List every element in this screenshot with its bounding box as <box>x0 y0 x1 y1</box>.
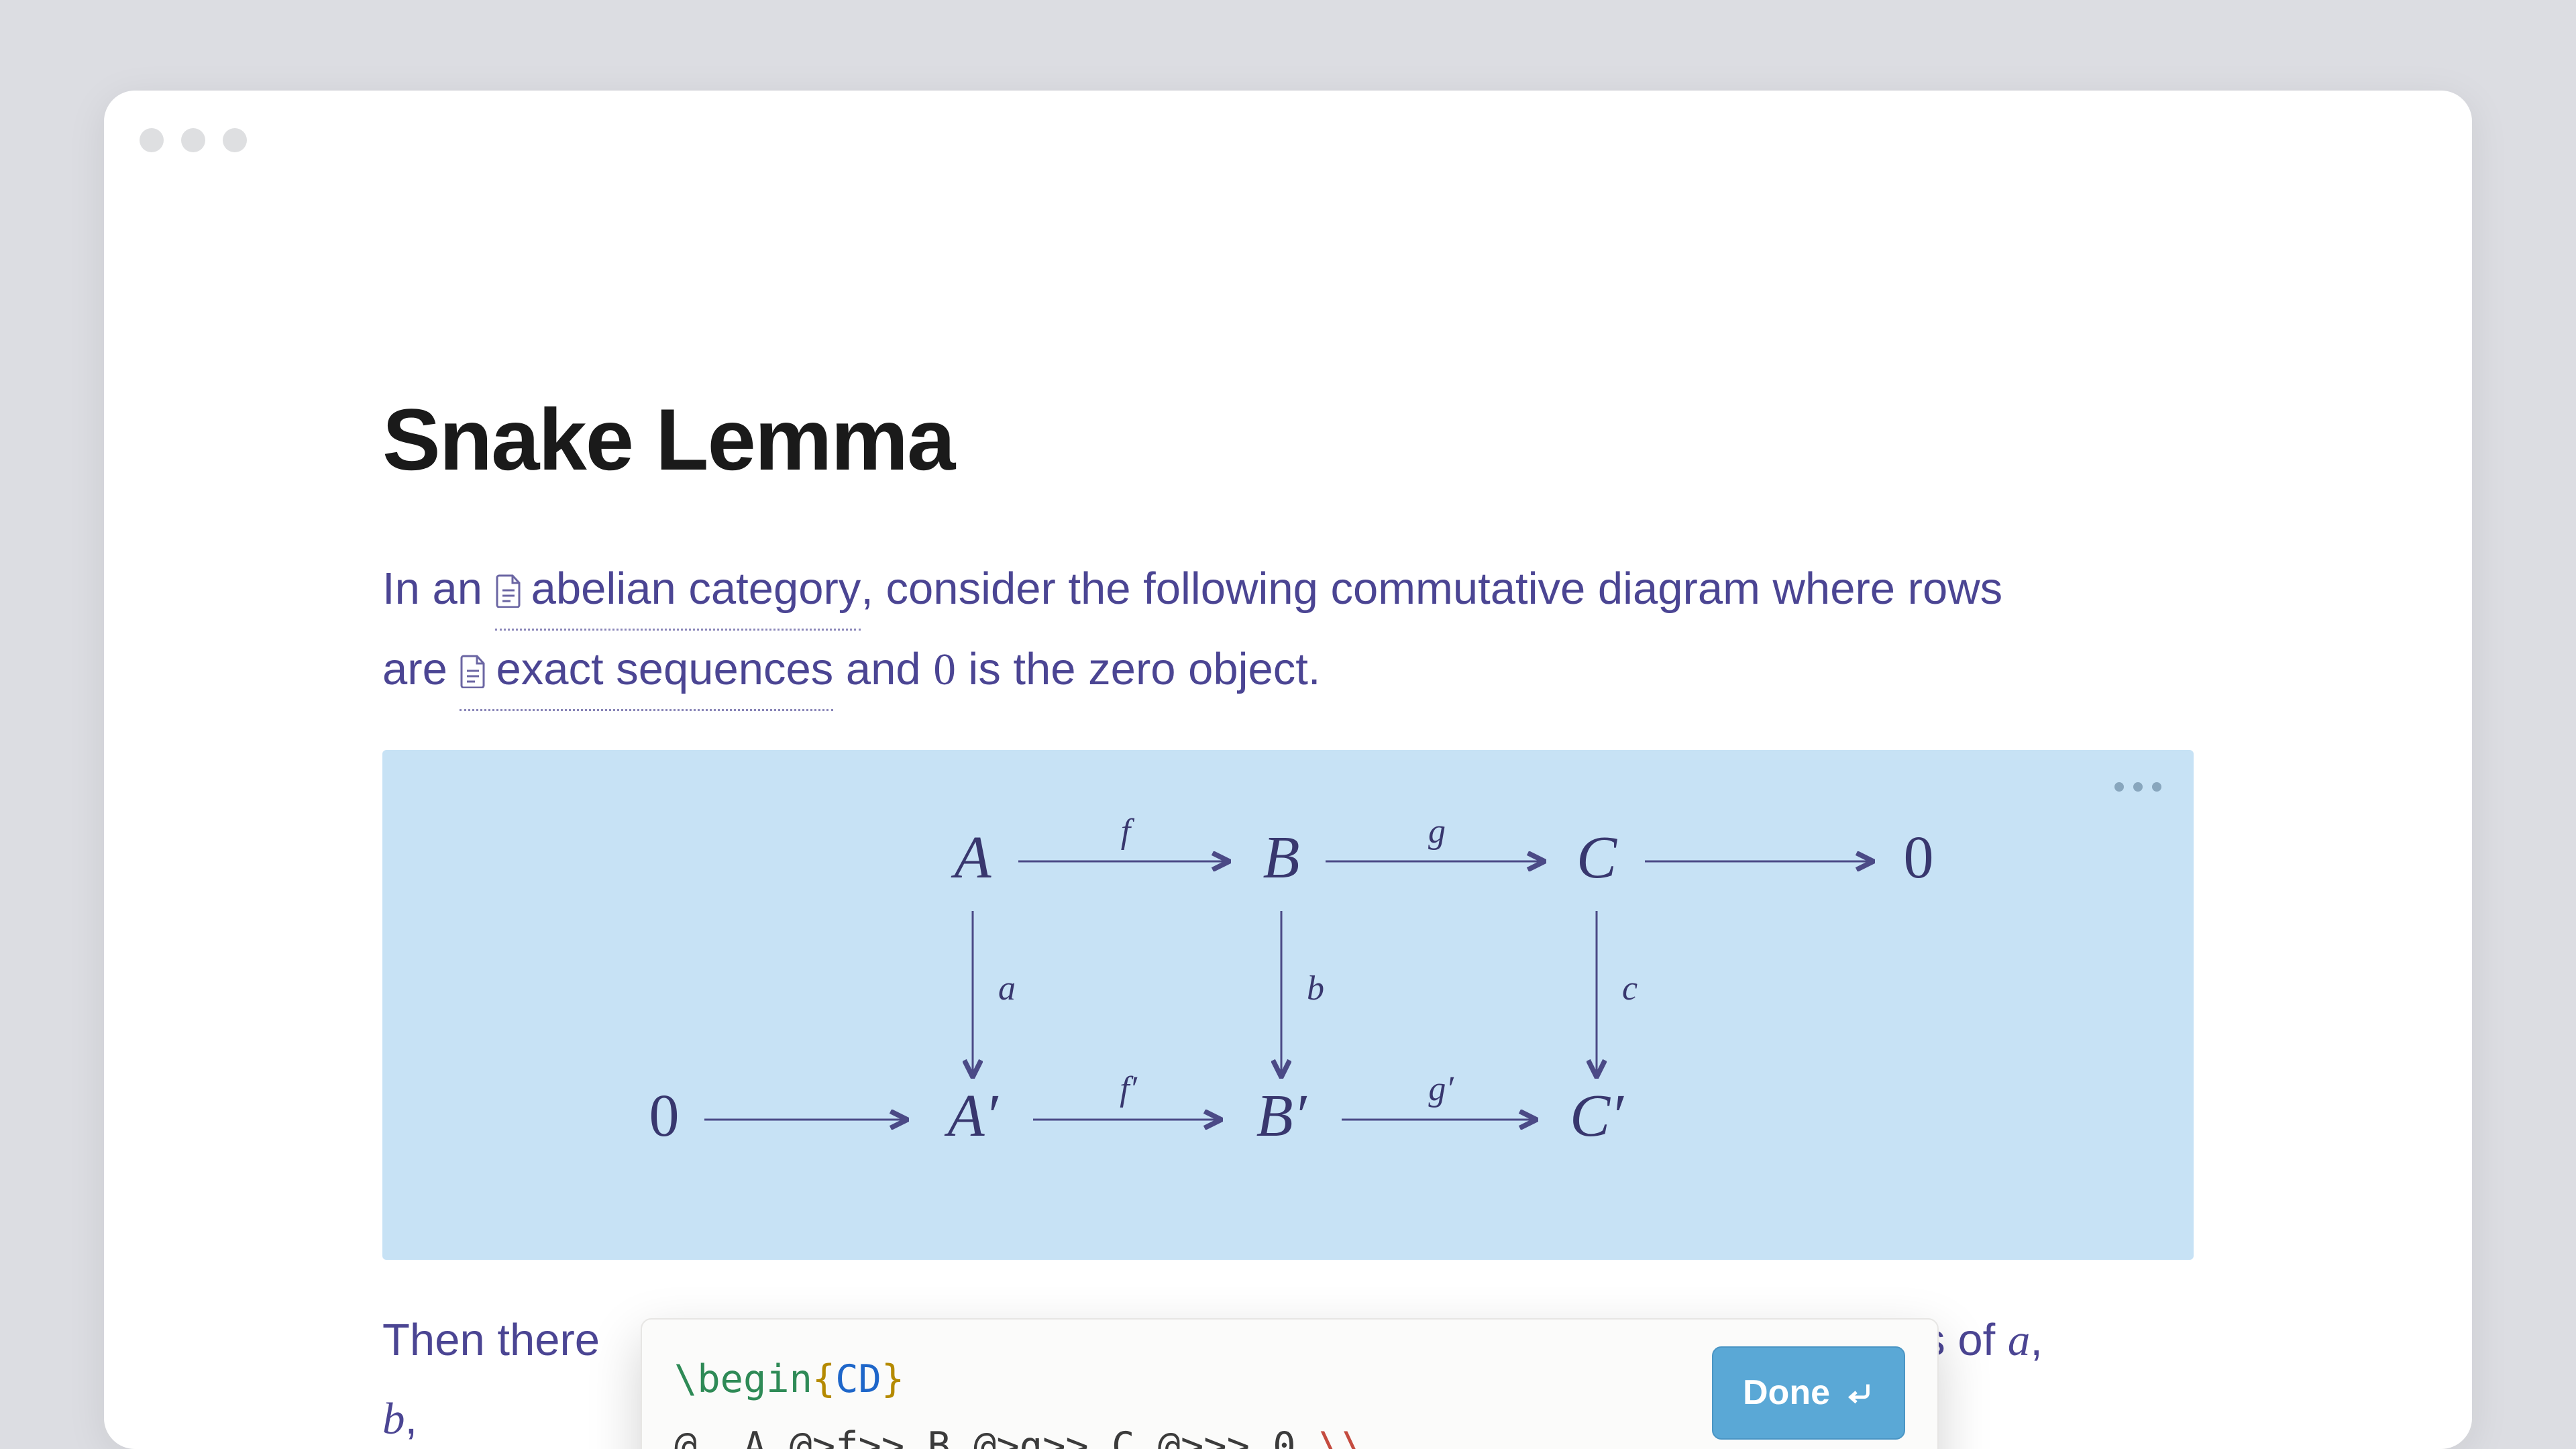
obj-B: B <box>1263 824 1300 891</box>
block-menu-button[interactable] <box>2114 782 2161 792</box>
enter-icon <box>1843 1378 1874 1409</box>
link-label: abelian category <box>531 550 861 627</box>
page-icon <box>495 574 522 608</box>
text: , <box>2030 1315 2043 1365</box>
tok-cmd: \begin <box>674 1357 812 1401</box>
done-label: Done <box>1743 1362 1830 1424</box>
tok-slash: \\ <box>1319 1424 1365 1449</box>
traffic-minimize[interactable] <box>181 128 205 152</box>
lbl-gp: g′ <box>1428 1070 1454 1108</box>
done-button[interactable]: Done <box>1712 1346 1905 1440</box>
text: In an <box>382 564 495 614</box>
app-window: Snake Lemma In an abelian category , con… <box>104 91 2472 1449</box>
obj-0r: 0 <box>1904 824 1934 891</box>
text: and <box>833 644 933 694</box>
lbl-a: a <box>998 969 1016 1008</box>
lbl-b: b <box>1307 969 1324 1008</box>
lbl-g: g <box>1428 812 1446 851</box>
tok-brace: { <box>812 1357 835 1401</box>
commutative-diagram: A B C 0 f g a b c 0 A′ B′ <box>597 777 1979 1193</box>
obj-A: A <box>951 824 992 891</box>
latex-popover: Done \begin{CD} @. A @>f>> B @>g>> C @>>… <box>641 1318 1939 1449</box>
lbl-c: c <box>1622 969 1638 1008</box>
obj-Bp: B′ <box>1256 1083 1307 1149</box>
link-abelian-category[interactable]: abelian category <box>495 550 861 631</box>
math-b: b <box>382 1394 405 1444</box>
traffic-close[interactable] <box>140 128 164 152</box>
tok-brace: } <box>881 1357 904 1401</box>
latex-editor[interactable]: Done \begin{CD} @. A @>f>> B @>g>> C @>>… <box>641 1318 1939 1449</box>
page-icon <box>460 655 486 688</box>
intro-paragraph: In an abelian category , consider the fo… <box>382 550 2080 711</box>
lbl-fp: f′ <box>1120 1070 1138 1108</box>
code-text: @. A @>f>> B @>g>> C @>>> 0 <box>674 1424 1319 1449</box>
math-a: a <box>2008 1316 2031 1365</box>
text: , <box>405 1393 418 1444</box>
obj-C: C <box>1576 824 1617 891</box>
text: is the zero object. <box>956 644 1321 694</box>
obj-Ap: A′ <box>945 1083 999 1149</box>
obj-Cp: C′ <box>1570 1083 1624 1149</box>
traffic-lights <box>140 128 247 152</box>
obj-0l: 0 <box>649 1083 680 1149</box>
text: Then there <box>382 1315 600 1365</box>
math-zero: 0 <box>933 645 956 694</box>
link-exact-sequences[interactable]: exact sequences <box>460 631 833 711</box>
tok-env: CD <box>835 1357 881 1401</box>
page-title: Snake Lemma <box>382 389 2194 490</box>
page-content: Snake Lemma In an abelian category , con… <box>382 389 2194 1449</box>
traffic-zoom[interactable] <box>223 128 247 152</box>
equation-block[interactable]: A B C 0 f g a b c 0 A′ B′ <box>382 750 2194 1260</box>
link-label: exact sequences <box>496 631 833 708</box>
lbl-f: f <box>1121 812 1135 851</box>
